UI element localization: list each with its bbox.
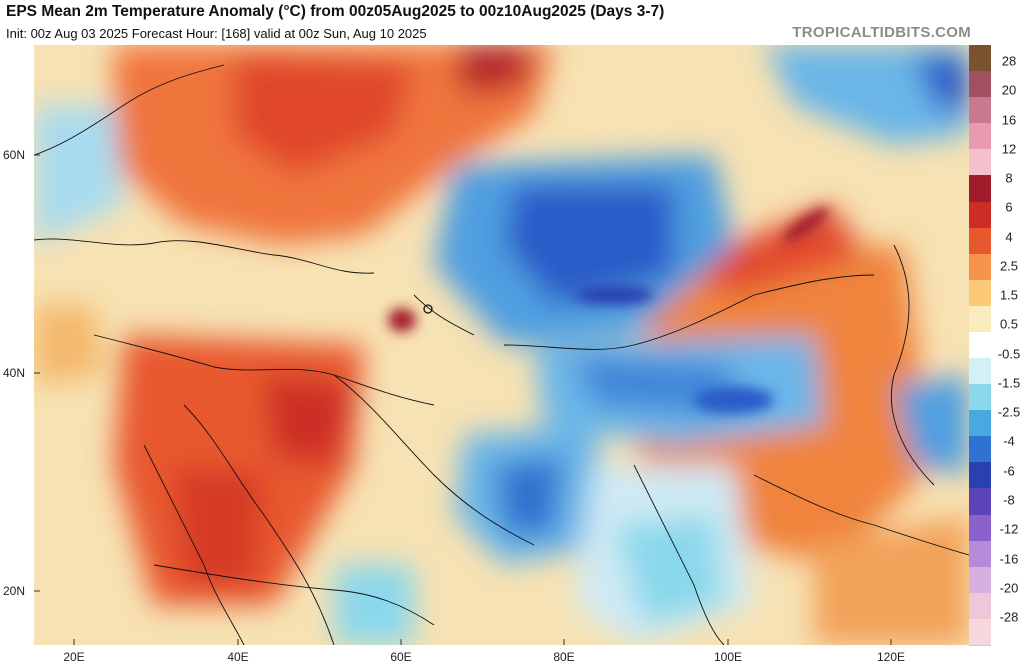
- colorbar-label: 1.5: [999, 287, 1019, 303]
- colorbar-swatch: [969, 462, 991, 490]
- anomaly-fields: [34, 45, 969, 645]
- colorbar-swatch: [969, 436, 991, 464]
- colorbar-swatch: [969, 71, 991, 99]
- colorbar-label: 0.5: [999, 316, 1019, 332]
- colorbar-swatch: [969, 331, 991, 360]
- colorbar-swatch: [969, 384, 991, 412]
- colorbar-label: -6: [1003, 463, 1015, 479]
- lat-label-40n: 40N: [3, 366, 26, 380]
- colorbar-label: 12: [1001, 141, 1017, 157]
- colorbar-swatch: [969, 45, 991, 73]
- colorbar-swatch: [969, 97, 991, 125]
- colorbar-swatch: [969, 305, 991, 333]
- lake-marker: [423, 304, 433, 314]
- lat-label-20n: 20N: [3, 584, 26, 598]
- colorbar-label: -8: [1003, 492, 1015, 508]
- colorbar-label: 2.5: [999, 258, 1019, 274]
- colorbar-swatch: [969, 566, 991, 594]
- colorbar-swatch: [969, 410, 991, 438]
- anomaly-detail: [388, 207, 830, 414]
- colorbar-swatch: [969, 488, 991, 516]
- colorbar-label: -28: [999, 609, 1019, 625]
- colorbar-swatch: [969, 201, 991, 229]
- lat-label-60n: 60N: [3, 148, 26, 162]
- colorbar-label: 4: [1005, 229, 1013, 245]
- lon-label-100e: 100E: [713, 650, 743, 664]
- colorbar-label: -4: [1003, 433, 1015, 449]
- colorbar-label: -20: [999, 580, 1019, 596]
- colorbar-swatch: [969, 358, 991, 386]
- colorbar-swatch: [969, 279, 991, 307]
- colorbar-label: 6: [1005, 199, 1013, 215]
- brand-watermark: TROPICALTIDBITS.COM: [792, 24, 971, 41]
- graticule-ticks: [34, 154, 892, 645]
- colorbar-label: 20: [1001, 82, 1017, 98]
- colorbar: [969, 45, 991, 646]
- lon-label-80e: 80E: [553, 650, 575, 664]
- lon-label-40e: 40E: [227, 650, 249, 664]
- map-subtitle: Init: 00z Aug 03 2025 Forecast Hour: [16…: [6, 26, 427, 41]
- colorbar-swatch: [969, 149, 991, 177]
- colorbar-swatch: [969, 123, 991, 151]
- colorbar-label: -2.5: [997, 404, 1021, 420]
- colorbar-label: -1.5: [997, 375, 1021, 391]
- colorbar-swatch: [969, 227, 991, 255]
- map-title: EPS Mean 2m Temperature Anomaly (°C) fro…: [6, 3, 665, 20]
- lon-label-60e: 60E: [390, 650, 412, 664]
- colorbar-label: 8: [1005, 170, 1013, 186]
- colorbar-label: -16: [999, 551, 1019, 567]
- colorbar-label: -12: [999, 521, 1019, 537]
- colorbar-swatch: [969, 618, 991, 646]
- lon-label-20e: 20E: [63, 650, 85, 664]
- colorbar-swatch: [969, 253, 991, 281]
- colorbar-label: -0.5: [997, 346, 1021, 362]
- colorbar-swatch: [969, 514, 991, 542]
- colorbar-swatch: [969, 592, 991, 620]
- colorbar-label: 16: [1001, 112, 1017, 128]
- anomaly-map-svg: [34, 45, 969, 645]
- anomaly-map: [34, 45, 969, 645]
- boundary-lines: [34, 64, 969, 645]
- lon-label-120e: 120E: [876, 650, 906, 664]
- colorbar-label: 28: [1001, 53, 1017, 69]
- colorbar-swatch: [969, 540, 991, 568]
- colorbar-swatch: [969, 175, 991, 203]
